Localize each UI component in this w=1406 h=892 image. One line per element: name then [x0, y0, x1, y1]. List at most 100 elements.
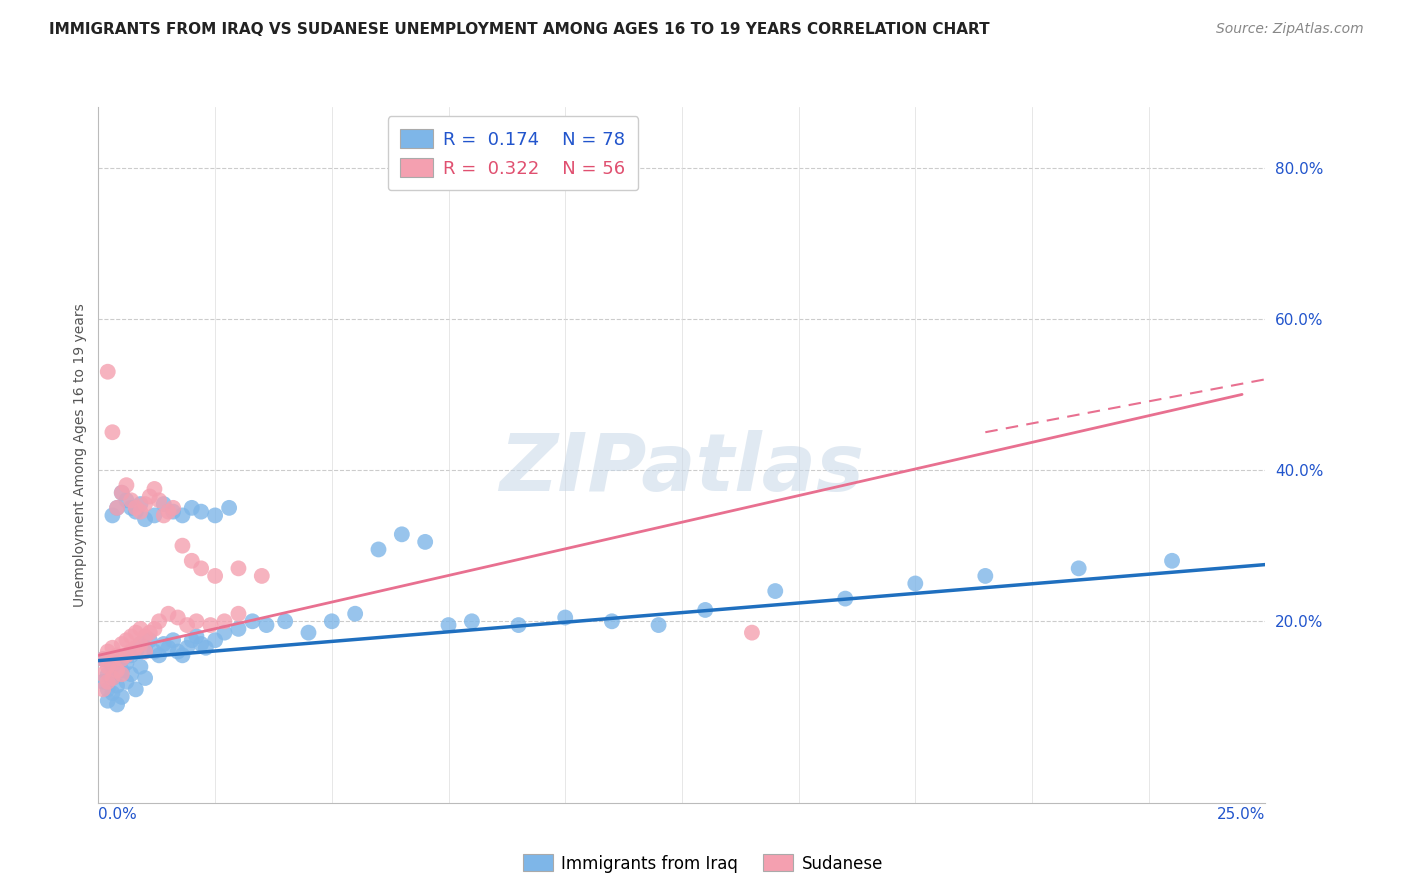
Point	[115, 493, 138, 508]
Point	[97, 674, 120, 689]
Point	[647, 618, 669, 632]
Point	[111, 667, 134, 681]
Point	[105, 656, 128, 670]
Point	[120, 644, 142, 658]
Point	[180, 633, 202, 648]
Point	[148, 615, 170, 629]
Point	[101, 659, 124, 673]
Point	[101, 671, 124, 685]
Point	[115, 674, 138, 689]
Point	[101, 686, 124, 700]
Point	[741, 625, 763, 640]
Point	[111, 690, 134, 704]
Point	[125, 644, 148, 658]
Point	[115, 633, 138, 648]
Text: 25.0%: 25.0%	[1218, 806, 1265, 822]
Point	[162, 633, 184, 648]
Point	[974, 569, 997, 583]
Point	[115, 478, 138, 492]
Point	[143, 508, 166, 523]
Point	[274, 615, 297, 629]
Point	[157, 505, 180, 519]
Point	[97, 667, 120, 681]
Legend: R =  0.174    N = 78, R =  0.322    N = 56: R = 0.174 N = 78, R = 0.322 N = 56	[388, 116, 638, 190]
Point	[139, 633, 162, 648]
Point	[186, 615, 208, 629]
Point	[256, 618, 278, 632]
Point	[214, 625, 236, 640]
Point	[190, 561, 212, 575]
Point	[180, 554, 202, 568]
Point	[97, 682, 120, 697]
Point	[125, 682, 148, 697]
Point	[166, 610, 188, 624]
Point	[695, 603, 717, 617]
Point	[134, 629, 156, 643]
Point	[344, 607, 367, 621]
Point	[152, 508, 174, 523]
Point	[180, 500, 202, 515]
Point	[166, 644, 188, 658]
Point	[763, 584, 786, 599]
Point	[120, 648, 142, 663]
Point	[194, 640, 217, 655]
Point	[157, 607, 180, 621]
Point	[461, 615, 484, 629]
Point	[111, 664, 134, 678]
Point	[204, 569, 226, 583]
Point	[91, 682, 114, 697]
Point	[834, 591, 856, 606]
Point	[134, 671, 156, 685]
Point	[162, 505, 184, 519]
Point	[143, 644, 166, 658]
Point	[101, 671, 124, 685]
Point	[134, 644, 156, 658]
Point	[111, 637, 134, 651]
Point	[242, 615, 264, 629]
Point	[437, 618, 460, 632]
Point	[125, 505, 148, 519]
Point	[115, 648, 138, 663]
Point	[111, 652, 134, 666]
Point	[321, 615, 343, 629]
Text: Source: ZipAtlas.com: Source: ZipAtlas.com	[1216, 22, 1364, 37]
Point	[120, 629, 142, 643]
Point	[97, 644, 120, 658]
Point	[157, 640, 180, 655]
Point	[105, 648, 128, 663]
Point	[204, 633, 226, 648]
Point	[97, 365, 120, 379]
Point	[148, 648, 170, 663]
Point	[129, 505, 152, 519]
Point	[125, 625, 148, 640]
Point	[172, 508, 194, 523]
Point	[143, 482, 166, 496]
Point	[111, 485, 134, 500]
Point	[554, 610, 576, 624]
Point	[120, 667, 142, 681]
Point	[115, 656, 138, 670]
Point	[148, 493, 170, 508]
Point	[218, 500, 240, 515]
Point	[125, 500, 148, 515]
Point	[105, 500, 128, 515]
Point	[129, 659, 152, 673]
Point	[105, 500, 128, 515]
Point	[134, 512, 156, 526]
Legend: Immigrants from Iraq, Sudanese: Immigrants from Iraq, Sudanese	[516, 847, 890, 880]
Point	[111, 485, 134, 500]
Point	[367, 542, 389, 557]
Point	[129, 637, 152, 651]
Point	[162, 500, 184, 515]
Text: 0.0%: 0.0%	[98, 806, 138, 822]
Point	[91, 652, 114, 666]
Point	[176, 618, 198, 632]
Point	[101, 640, 124, 655]
Point	[143, 622, 166, 636]
Point	[200, 618, 222, 632]
Point	[97, 694, 120, 708]
Point	[172, 648, 194, 663]
Point	[228, 561, 250, 575]
Point	[120, 500, 142, 515]
Point	[1067, 561, 1090, 575]
